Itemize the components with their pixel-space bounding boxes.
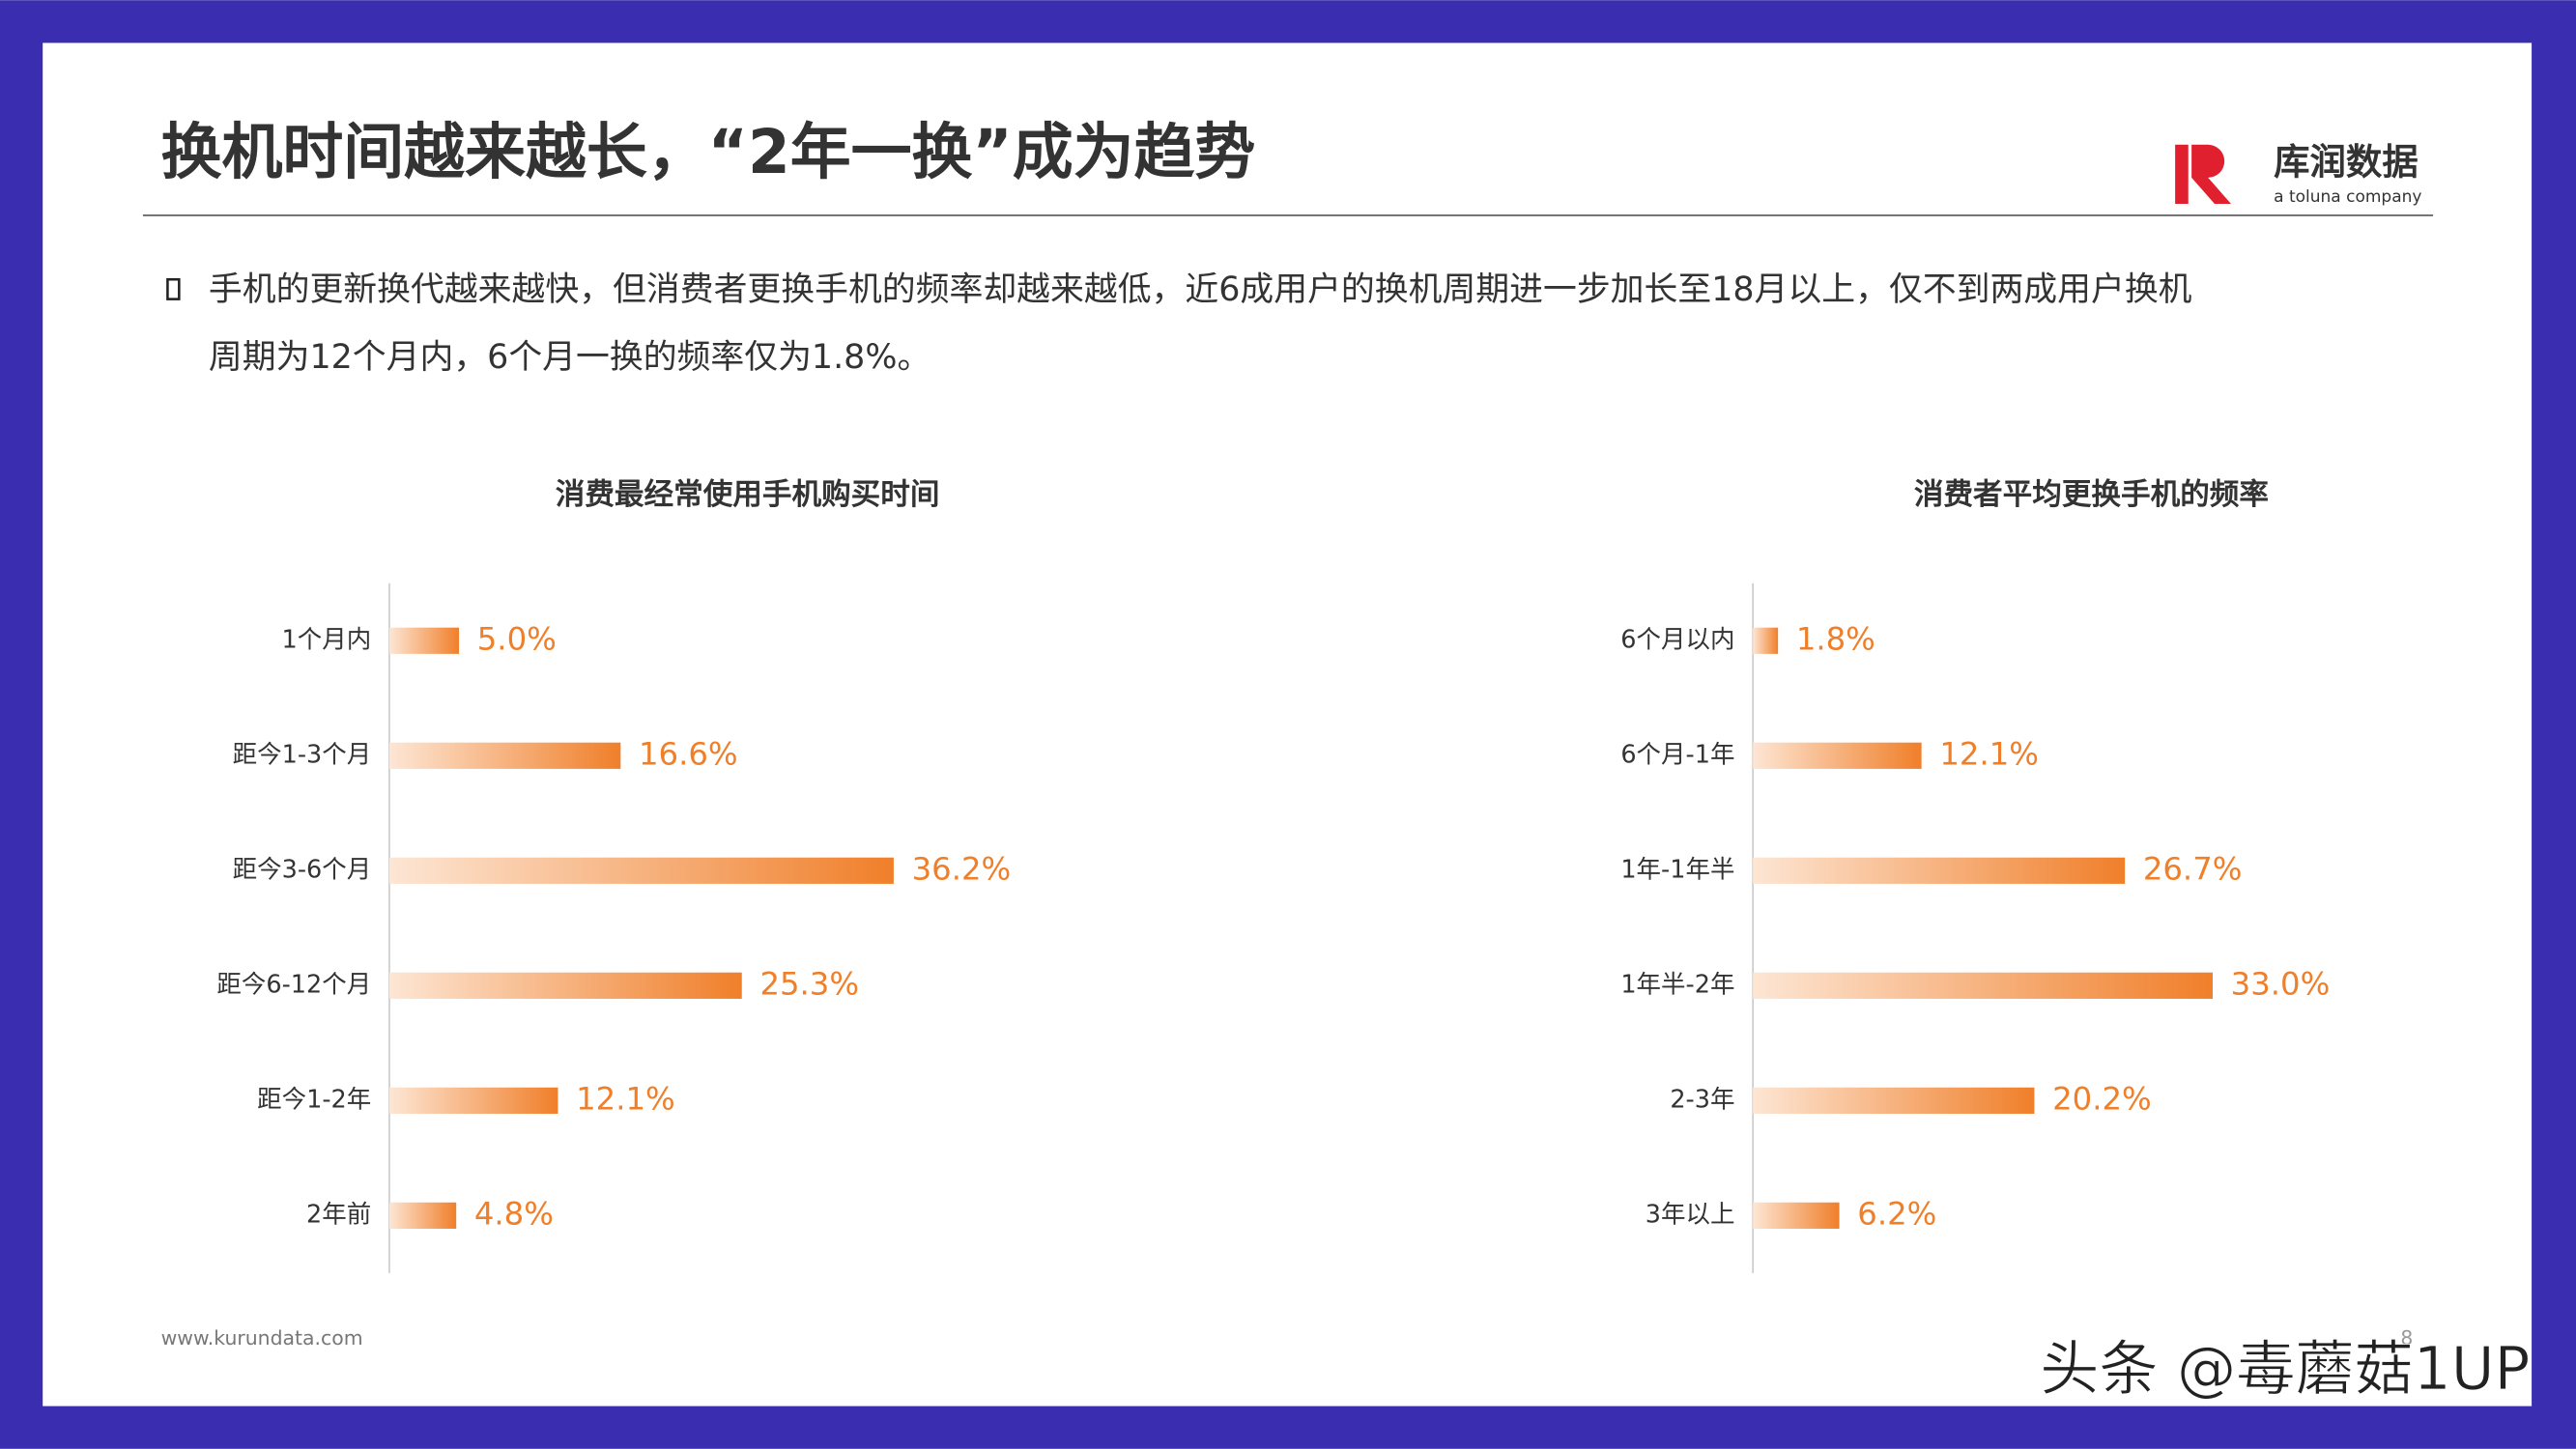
logo-sub: a toluna company — [2274, 187, 2421, 207]
bar — [388, 1087, 558, 1114]
logo-mark — [2175, 144, 2231, 205]
chart-title: 消费者平均更换手机的频率 — [1914, 478, 2269, 512]
bar — [1753, 972, 2213, 999]
bar — [388, 972, 742, 999]
category-label: 1年半-2年 — [1620, 970, 1734, 999]
logo: 库润数据 a toluna company — [2175, 141, 2421, 207]
bar — [1753, 742, 1922, 769]
slide-body — [43, 43, 2533, 1406]
bar — [388, 627, 460, 654]
bar — [388, 857, 894, 884]
value-label: 12.1% — [576, 1080, 675, 1117]
category-label: 2-3年 — [1670, 1085, 1734, 1114]
logo-name: 库润数据 — [2274, 141, 2419, 184]
bullet-icon — [166, 277, 181, 300]
value-label: 1.8% — [1796, 620, 1875, 657]
chart-title: 消费最经常使用手机购买时间 — [556, 478, 940, 512]
category-label: 3年以上 — [1646, 1200, 1735, 1229]
bar — [388, 742, 621, 769]
value-label: 33.0% — [2231, 965, 2331, 1002]
value-label: 36.2% — [912, 850, 1012, 887]
bullet-text: 手机的更新换代越来越快，但消费者更换手机的频率却越来越低，近6成用户的换机周期进… — [209, 270, 2192, 309]
category-label: 6个月-1年 — [1620, 740, 1734, 769]
category-label: 距今6-12个月 — [216, 970, 371, 999]
value-label: 5.0% — [477, 620, 557, 657]
category-label: 1年-1年半 — [1620, 855, 1734, 884]
page-number: 8 — [2400, 1326, 2413, 1350]
value-label: 6.2% — [1857, 1195, 1936, 1232]
watermark: 头条 @毒蘑菇1UP — [2040, 1335, 2530, 1404]
category-label: 距今3-6个月 — [233, 855, 372, 884]
bullet-text: 周期为12个月内，6个月一换的频率仅为1.8%。 — [209, 338, 930, 377]
value-label: 12.1% — [1939, 735, 2039, 772]
bar — [1753, 1087, 2035, 1114]
bar — [1753, 857, 2126, 884]
category-label: 距今1-2年 — [257, 1085, 371, 1114]
value-label: 25.3% — [759, 965, 859, 1002]
value-label: 4.8% — [474, 1195, 554, 1232]
bar — [388, 1202, 457, 1229]
value-label: 20.2% — [2052, 1080, 2152, 1117]
bar — [1753, 1202, 1840, 1229]
category-label: 6个月以内 — [1620, 625, 1734, 654]
footer-url: www.kurundata.com — [161, 1326, 363, 1350]
slide-title: 换机时间越来越长，“2年一换”成为趋势 — [161, 117, 1256, 187]
value-label: 16.6% — [639, 735, 738, 772]
value-label: 26.7% — [2143, 850, 2243, 887]
bar — [1753, 627, 1779, 654]
category-label: 距今1-3个月 — [233, 740, 372, 769]
category-label: 1个月内 — [282, 625, 372, 654]
category-label: 2年前 — [306, 1200, 371, 1229]
